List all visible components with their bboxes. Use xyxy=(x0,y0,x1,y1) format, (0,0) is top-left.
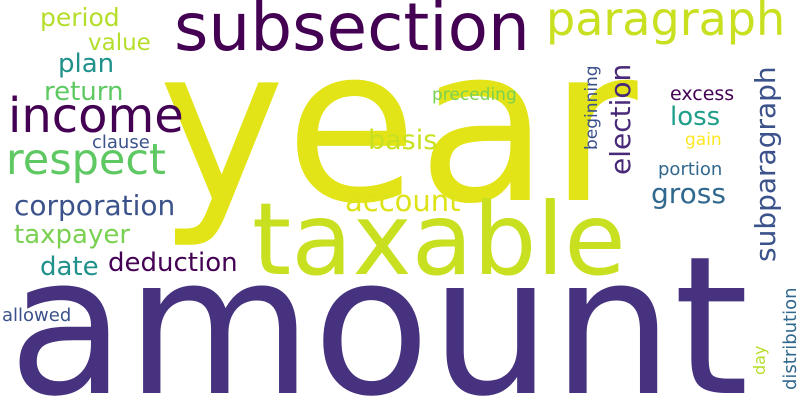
word-taxable: taxable xyxy=(252,181,626,298)
word-distribution: distribution xyxy=(780,287,800,390)
word-value: value xyxy=(88,30,151,56)
word-corporation: corporation xyxy=(14,189,175,222)
word-year: year xyxy=(158,0,638,251)
word-day: day xyxy=(750,346,769,375)
word-basis: basis xyxy=(368,125,437,156)
word-excess: excess xyxy=(670,83,734,105)
word-account: account xyxy=(345,184,461,218)
word-gain: gain xyxy=(685,130,722,150)
word-subparagraph: subparagraph xyxy=(749,66,782,262)
word-allowed: allowed xyxy=(2,305,71,326)
word-plan: plan xyxy=(58,49,114,79)
word-respect: respect xyxy=(6,135,166,185)
word-loss: loss xyxy=(670,102,720,132)
word-beginning: beginning xyxy=(582,65,602,150)
word-portion: portion xyxy=(658,159,722,180)
word-paragraph: paragraph xyxy=(546,0,785,46)
word-subsection: subsection xyxy=(174,0,530,66)
word-preceding: preceding xyxy=(432,85,517,105)
word-amount: amount xyxy=(8,216,749,400)
word-deduction: deduction xyxy=(108,248,238,278)
word-income: income xyxy=(8,88,184,144)
word-period: period xyxy=(40,3,120,32)
word-return: return xyxy=(44,77,124,107)
word-taxpayer: taxpayer xyxy=(14,220,130,250)
word-date: date xyxy=(40,252,99,282)
word-gross: gross xyxy=(651,177,726,210)
word-election: election xyxy=(604,64,637,175)
word-clause: clause xyxy=(92,132,150,153)
